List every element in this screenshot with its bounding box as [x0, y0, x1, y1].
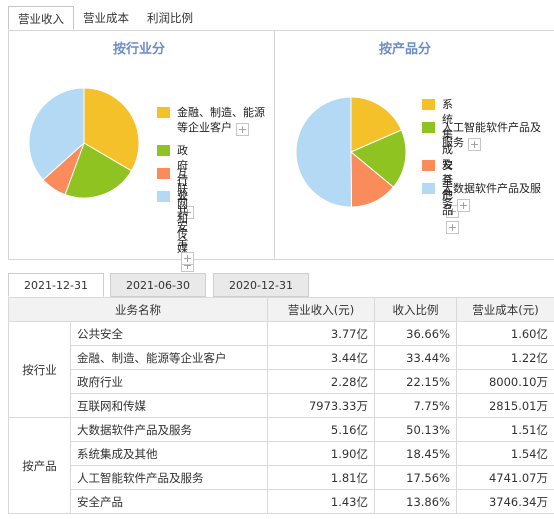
legend-item-public-security[interactable]: 公共安全+	[157, 189, 194, 265]
charts-panel: 按行业分 金融、制造、能源等企业客户 + 政府行业+ 互联网和传媒+ 公共安全+ …	[8, 30, 554, 272]
legend-item-security-products[interactable]: 安全产品 +	[422, 158, 459, 234]
legend-item-enterprise-clients[interactable]: 金融、制造、能源等企业客户 +	[157, 105, 272, 136]
header-revenue: 营业收入(元)	[267, 297, 375, 322]
group-label-product: 按产品	[8, 417, 71, 514]
expand-plus-icon[interactable]: +	[181, 252, 194, 265]
expand-plus-icon[interactable]: +	[181, 206, 194, 219]
tab-date-2020-12-31[interactable]: 2020-12-31	[213, 273, 309, 297]
cell-business-name: 系统集成及其他	[70, 441, 268, 466]
cell-ratio: 17.56%	[374, 465, 457, 490]
revenue-tabs: 营业收入 营业成本 利润比例	[8, 6, 202, 30]
table-header-row: 业务名称 营业收入(元) 收入比例 营业成本(元)	[8, 297, 554, 322]
cell-revenue: 1.90亿	[267, 441, 375, 466]
panel-divider	[274, 31, 275, 259]
legend-label: 政府行业	[177, 144, 188, 202]
legend-label: 系统集成及其他	[442, 98, 453, 201]
revenue-breakdown-table: 业务名称 营业收入(元) 收入比例 营业成本(元) 按行业 公共安全 3.77亿…	[8, 297, 554, 514]
cell-ratio: 7.75%	[374, 393, 457, 418]
product-chart-title: 按产品分	[379, 42, 432, 57]
pie-slice-0[interactable]	[83, 87, 140, 172]
cell-ratio: 36.66%	[374, 321, 457, 346]
cell-cost: 1.22亿	[456, 345, 554, 370]
cell-business-name: 政府行业	[70, 369, 268, 394]
expand-plus-icon[interactable]: +	[236, 123, 249, 136]
cell-ratio: 50.13%	[374, 417, 457, 442]
legend-swatch	[422, 99, 435, 110]
legend-swatch	[157, 145, 170, 156]
cell-cost: 3746.34万	[456, 489, 554, 514]
cell-cost: 2815.01万	[456, 393, 554, 418]
industry-pie-chart	[28, 87, 140, 199]
legend-label: 安全产品	[442, 159, 453, 217]
legend-label: 金融、制造、能源等企业客户	[177, 106, 265, 134]
pie-slice-0[interactable]	[350, 96, 403, 153]
pie-slice-1[interactable]	[64, 142, 133, 199]
cell-business-name: 大数据软件产品及服务	[70, 417, 268, 442]
legend-item-government[interactable]: 政府行业 +	[157, 143, 194, 219]
legend-label: 大数据软件产品及服务	[442, 182, 541, 210]
header-revenue-ratio: 收入比例	[374, 297, 457, 322]
group-label-industry: 按行业	[8, 321, 71, 418]
cell-ratio: 13.86%	[374, 489, 457, 514]
cell-business-name: 互联网和传媒	[70, 393, 268, 418]
product-pie-chart	[295, 96, 407, 208]
tab-profit-ratio[interactable]: 利润比例	[147, 11, 193, 25]
pie-slice-3[interactable]	[28, 87, 85, 181]
legend-swatch	[157, 107, 170, 118]
cell-ratio: 22.15%	[374, 369, 457, 394]
legend-label: 公共安全	[177, 190, 188, 248]
cell-revenue: 3.44亿	[267, 345, 375, 370]
legend-item-ai-software[interactable]: 人工智能软件产品及服务 +	[422, 120, 547, 151]
legend-swatch	[157, 191, 170, 202]
table-row: 人工智能软件产品及服务 1.81亿 17.56% 4741.07万	[9, 465, 554, 490]
cell-business-name: 人工智能软件产品及服务	[70, 465, 268, 490]
table-row: 系统集成及其他 1.90亿 18.45% 1.54亿	[9, 441, 554, 466]
industry-chart-title: 按行业分	[113, 42, 166, 57]
legend-swatch	[422, 160, 435, 171]
legend-swatch	[422, 183, 435, 194]
header-business-name: 业务名称	[8, 297, 268, 322]
cell-cost: 8000.10万	[456, 369, 554, 394]
table-row: 政府行业 2.28亿 22.15% 8000.10万	[9, 369, 554, 394]
table-row: 按产品 大数据软件产品及服务 5.16亿 50.13% 1.51亿	[8, 417, 554, 514]
legend-label: 互联网和传媒	[177, 167, 188, 255]
cell-cost: 1.54亿	[456, 441, 554, 466]
tab-date-2021-06-30[interactable]: 2021-06-30	[110, 273, 206, 297]
cell-cost: 1.60亿	[456, 321, 554, 346]
tab-date-2021-12-31[interactable]: 2021-12-31	[8, 273, 104, 297]
cell-revenue: 2.28亿	[267, 369, 375, 394]
legend-swatch	[157, 168, 170, 179]
legend-label: 人工智能软件产品及服务	[442, 121, 541, 149]
table-row: 按行业 公共安全 3.77亿 36.66% 1.60亿	[8, 321, 554, 418]
cell-revenue: 3.77亿	[267, 321, 375, 346]
header-cost: 营业成本(元)	[456, 297, 554, 322]
cell-business-name: 公共安全	[70, 321, 268, 346]
cell-cost: 4741.07万	[456, 465, 554, 490]
cell-revenue: 1.81亿	[267, 465, 375, 490]
cell-revenue: 5.16亿	[267, 417, 375, 442]
cell-business-name: 金融、制造、能源等企业客户	[70, 345, 268, 370]
tab-operating-cost[interactable]: 营业成本	[83, 11, 129, 25]
expand-plus-icon[interactable]: +	[468, 138, 481, 151]
legend-item-big-data[interactable]: 大数据软件产品及服务 +	[422, 181, 547, 212]
cell-business-name: 安全产品	[70, 489, 268, 514]
expand-plus-icon[interactable]: +	[446, 221, 459, 234]
expand-plus-icon[interactable]: +	[457, 199, 470, 212]
pie-slice-3[interactable]	[295, 96, 352, 208]
table-row: 安全产品 1.43亿 13.86% 3746.34万	[9, 489, 554, 514]
cell-cost: 1.51亿	[456, 417, 554, 442]
legend-item-system-integration[interactable]: 系统集成及其他+	[422, 97, 459, 218]
table-row: 金融、制造、能源等企业客户 3.44亿 33.44% 1.22亿	[9, 345, 554, 370]
legend-swatch	[422, 122, 435, 133]
cell-ratio: 33.44%	[374, 345, 457, 370]
pie-slice-1[interactable]	[350, 129, 407, 188]
table-row: 互联网和传媒 7973.33万 7.75% 2815.01万	[9, 393, 554, 418]
tab-operating-revenue[interactable]: 营业收入	[8, 6, 74, 30]
cell-revenue: 1.43亿	[267, 489, 375, 514]
cell-revenue: 7973.33万	[267, 393, 375, 418]
cell-ratio: 18.45%	[374, 441, 457, 466]
